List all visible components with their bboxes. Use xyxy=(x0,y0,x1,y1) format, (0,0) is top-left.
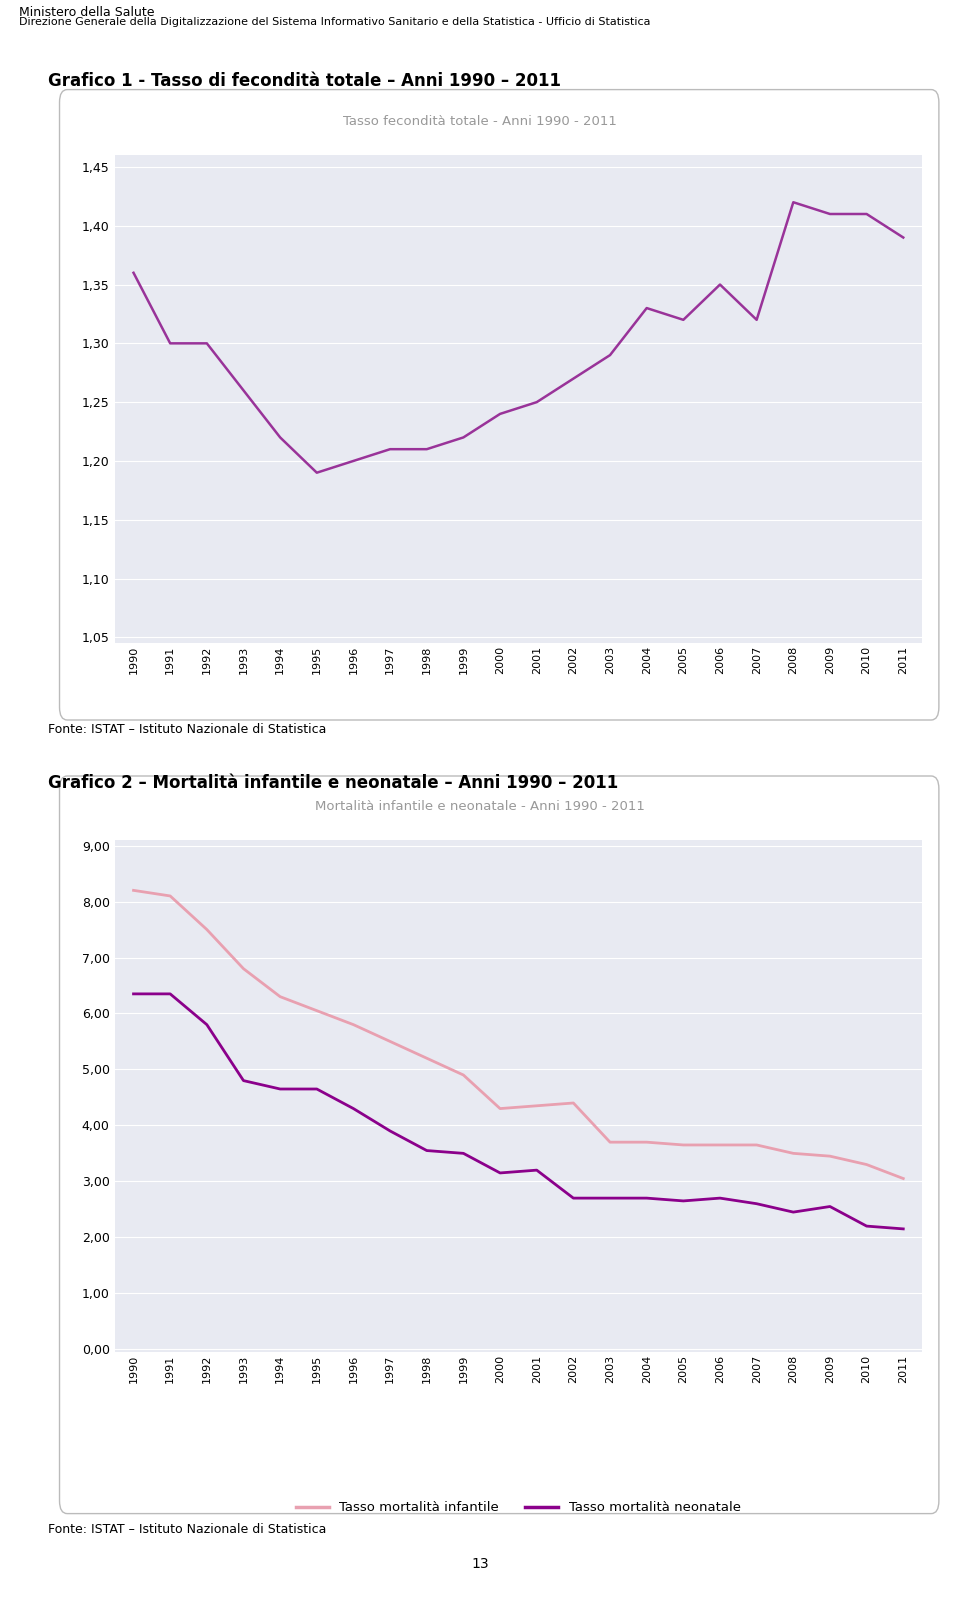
Text: 13: 13 xyxy=(471,1557,489,1571)
Text: Grafico 1 - Tasso di fecondità totale – Anni 1990 – 2011: Grafico 1 - Tasso di fecondità totale – … xyxy=(48,72,561,90)
Text: Grafico 2 – Mortalità infantile e neonatale – Anni 1990 – 2011: Grafico 2 – Mortalità infantile e neonat… xyxy=(48,774,618,792)
Text: Fonte: ISTAT – Istituto Nazionale di Statistica: Fonte: ISTAT – Istituto Nazionale di Sta… xyxy=(48,1523,326,1536)
Text: Fonte: ISTAT – Istituto Nazionale di Statistica: Fonte: ISTAT – Istituto Nazionale di Sta… xyxy=(48,723,326,736)
Text: Tasso fecondità totale - Anni 1990 - 2011: Tasso fecondità totale - Anni 1990 - 201… xyxy=(343,115,617,128)
Legend: Tasso mortalità infantile, Tasso mortalità neonatale: Tasso mortalità infantile, Tasso mortali… xyxy=(291,1496,746,1520)
Text: Mortalità infantile e neonatale - Anni 1990 - 2011: Mortalità infantile e neonatale - Anni 1… xyxy=(315,800,645,813)
Text: Direzione Generale della Digitalizzazione del Sistema Informativo Sanitario e de: Direzione Generale della Digitalizzazion… xyxy=(19,16,651,27)
Text: Ministero della Salute: Ministero della Salute xyxy=(19,5,155,19)
